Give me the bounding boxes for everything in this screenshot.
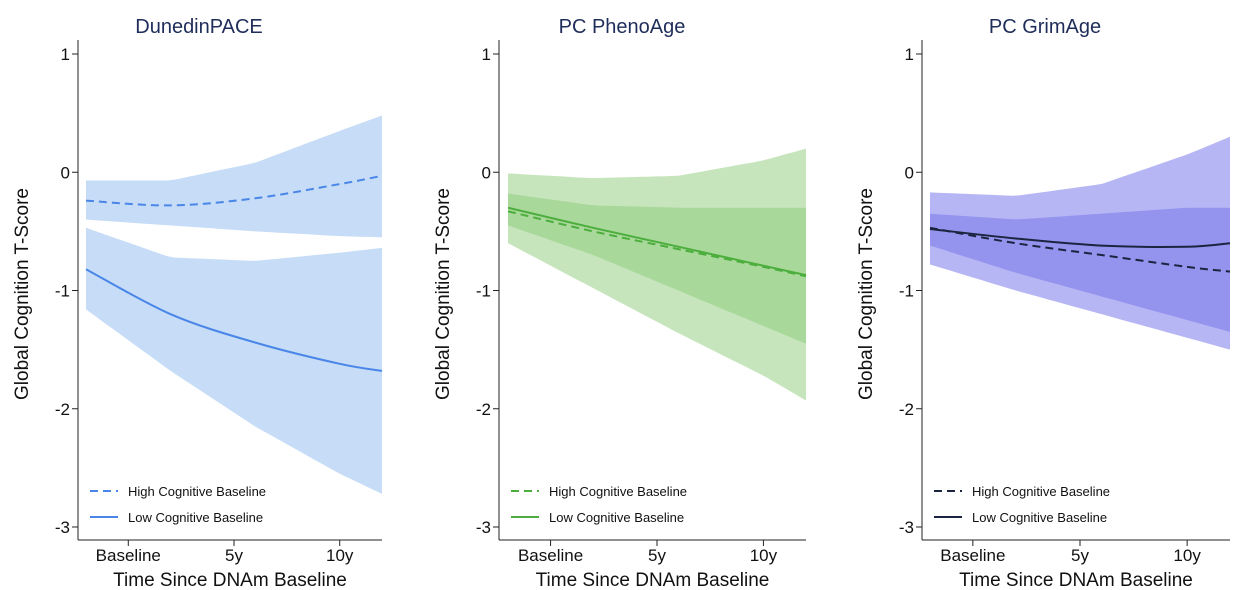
y-tick-label: -1 [899, 282, 914, 301]
x-tick-label: 5y [225, 546, 243, 565]
x-tick-label: Baseline [96, 546, 161, 565]
legend-label: Low Cognitive Baseline [128, 510, 263, 525]
legend-label: High Cognitive Baseline [972, 484, 1110, 499]
y-tick-label: 0 [61, 163, 70, 182]
chart-title: DunedinPACE [135, 16, 262, 38]
x-tick-label: Baseline [518, 546, 583, 565]
y-tick-label: 1 [905, 45, 914, 64]
ci-band-high [86, 115, 382, 238]
x-axis-label: Time Since DNAm Baseline [959, 570, 1193, 590]
series-line-high [929, 226, 1231, 273]
y-tick-label: 1 [482, 45, 491, 64]
x-axis-label: Time Since DNAm Baseline [113, 570, 347, 590]
legend-label: Low Cognitive Baseline [549, 510, 684, 525]
series-line-low [85, 268, 383, 372]
x-tick-label: 5y [1071, 546, 1089, 565]
chart-title: PC GrimAge [989, 16, 1101, 38]
series-line-high [85, 174, 383, 207]
x-tick-label: 10y [1173, 546, 1201, 565]
legend-label: High Cognitive Baseline [128, 484, 266, 499]
series-line-low [929, 228, 1231, 248]
legend: High Cognitive Baseline Low Cognitive Bas… [90, 484, 266, 525]
panel-1: DunedinPACE 1 0 -1 -2 -3 Baseline 5y 10y Time Sin… [12, 16, 383, 590]
ci-band-overlap [930, 207, 1230, 332]
y-tick-label: 0 [482, 163, 491, 182]
series-line-high [507, 210, 807, 278]
y-tick-label: -1 [55, 282, 70, 301]
panel-2: PC PhenoAge 1 0 -1 -2 -3 Baseline 5y 10y Time Sin… [433, 16, 807, 590]
y-tick-label: -2 [899, 400, 914, 419]
ci-band-low [86, 227, 382, 494]
legend-label: High Cognitive Baseline [549, 484, 687, 499]
y-tick-label: -2 [476, 400, 491, 419]
chart-title: PC PhenoAge [559, 16, 686, 38]
y-axis-label: Global Cognition T-Score [433, 188, 454, 400]
series-line-low [507, 206, 807, 277]
y-tick-label: -3 [476, 518, 491, 537]
y-tick-label: -2 [55, 400, 70, 419]
ci-band-overlap [508, 193, 806, 344]
x-tick-label: 10y [750, 546, 778, 565]
y-tick-label: -1 [476, 282, 491, 301]
y-axis-label: Global Cognition T-Score [12, 188, 33, 400]
legend: High Cognitive Baseline Low Cognitive Bas… [934, 484, 1110, 525]
x-tick-label: 10y [326, 546, 354, 565]
legend-label: Low Cognitive Baseline [972, 510, 1107, 525]
y-tick-label: 0 [905, 163, 914, 182]
x-tick-label: 5y [648, 546, 666, 565]
x-tick-label: Baseline [940, 546, 1005, 565]
panel-3: PC GrimAge 1 0 -1 -2 -3 Baseline 5y 10y Time Sinc… [856, 16, 1231, 590]
legend: High Cognitive Baseline Low Cognitive Bas… [511, 484, 687, 525]
y-tick-label: 1 [61, 45, 70, 64]
y-tick-label: -3 [55, 518, 70, 537]
y-tick-label: -3 [899, 518, 914, 537]
x-axis-label: Time Since DNAm Baseline [536, 570, 770, 590]
y-axis-label: Global Cognition T-Score [856, 188, 877, 400]
